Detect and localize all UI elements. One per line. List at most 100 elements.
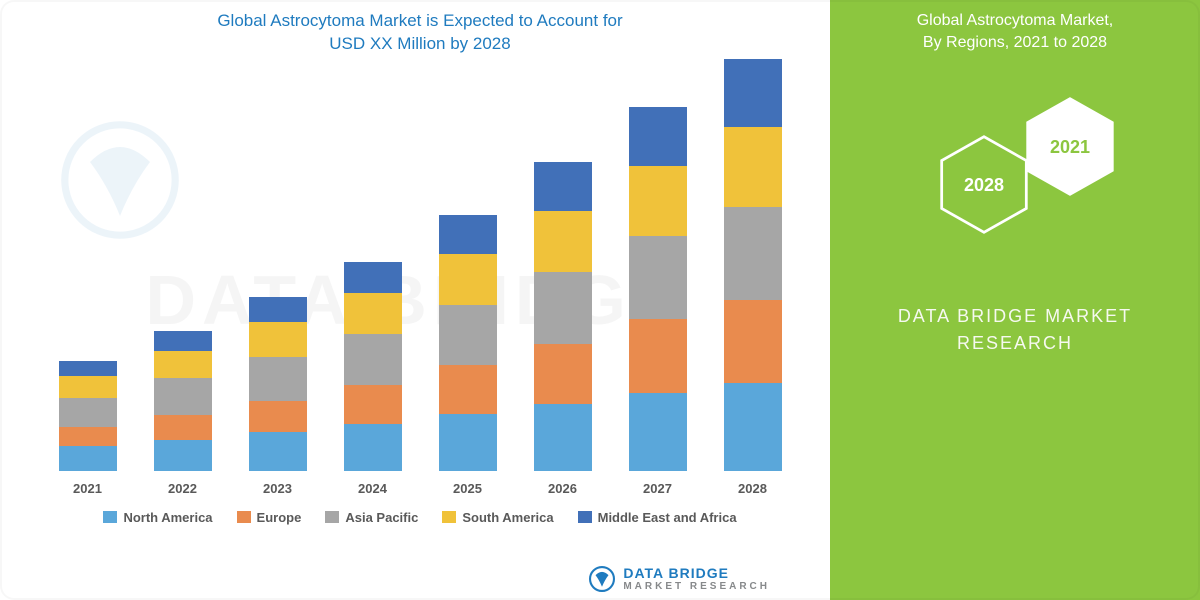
legend-label: South America [462, 510, 553, 525]
side-brand: DATA BRIDGE MARKET RESEARCH [848, 303, 1182, 357]
bar-stack [724, 59, 782, 471]
bar-segment [534, 162, 592, 211]
bar-segment [439, 215, 497, 254]
chart-title-line1: Global Astrocytoma Market is Expected to… [217, 11, 622, 30]
bar-segment [344, 385, 402, 424]
hex-2021: 2021 [1024, 95, 1116, 199]
bar-segment [249, 401, 307, 432]
bar-stack [344, 262, 402, 471]
x-axis-label: 2022 [168, 481, 197, 496]
bar-segment [154, 415, 212, 439]
side-panel: Global Astrocytoma Market, By Regions, 2… [830, 0, 1200, 600]
bar-segment [534, 211, 592, 272]
bar-column: 2024 [337, 262, 409, 496]
legend-swatch [325, 511, 339, 523]
bar-segment [344, 262, 402, 293]
legend-label: North America [123, 510, 212, 525]
bar-column: 2026 [527, 162, 599, 496]
legend-swatch [578, 511, 592, 523]
legend-item: North America [103, 510, 212, 525]
bars-container: 2021 2022 2023 2024 2025 2026 2027 2028 [30, 66, 810, 496]
brand-text-wrap: DATA BRIDGE MARKET RESEARCH [623, 565, 770, 592]
bar-segment [629, 166, 687, 236]
x-axis-label: 2023 [263, 481, 292, 496]
bar-segment [59, 398, 117, 427]
side-brand-line1: DATA BRIDGE MARKET [898, 306, 1132, 326]
bar-column: 2021 [52, 361, 124, 495]
bar-segment [724, 383, 782, 471]
hex-2028-label: 2028 [964, 175, 1004, 196]
legend-label: Middle East and Africa [598, 510, 737, 525]
bar-column: 2022 [147, 331, 219, 496]
bar-segment [724, 127, 782, 207]
x-axis-label: 2027 [643, 481, 672, 496]
legend-item: Europe [237, 510, 302, 525]
bar-segment [344, 293, 402, 334]
bar-column: 2025 [432, 215, 504, 496]
bar-segment [534, 404, 592, 470]
legend-label: Europe [257, 510, 302, 525]
legend-label: Asia Pacific [345, 510, 418, 525]
side-title-text: Global Astrocytoma Market, By Regions, 2… [917, 12, 1114, 51]
bar-stack [629, 107, 687, 471]
bar-segment [59, 446, 117, 470]
bar-stack [439, 215, 497, 471]
legend-swatch [103, 511, 117, 523]
bar-segment [724, 59, 782, 127]
hex-2028: 2028 [938, 133, 1030, 237]
brand-mark-icon [589, 566, 615, 592]
bar-segment [154, 378, 212, 415]
bar-segment [534, 344, 592, 405]
chart-title: Global Astrocytoma Market is Expected to… [30, 10, 810, 56]
bar-stack [154, 331, 212, 471]
bar-segment [249, 432, 307, 471]
side-title: Global Astrocytoma Market, By Regions, 2… [848, 10, 1182, 53]
bar-segment [344, 424, 402, 471]
bottom-brand-logo: DATA BRIDGE MARKET RESEARCH [589, 565, 770, 592]
bar-segment [439, 254, 497, 305]
bar-segment [59, 361, 117, 376]
bar-segment [534, 272, 592, 344]
chart-area: Global Astrocytoma Market is Expected to… [0, 0, 830, 600]
bar-column: 2028 [717, 59, 789, 496]
x-axis-label: 2025 [453, 481, 482, 496]
bar-segment [629, 107, 687, 166]
bar-segment [629, 393, 687, 471]
bar-stack [59, 361, 117, 470]
legend-item: Asia Pacific [325, 510, 418, 525]
legend-swatch [237, 511, 251, 523]
legend-swatch [442, 511, 456, 523]
bar-stack [534, 162, 592, 471]
hex-2021-label: 2021 [1050, 137, 1090, 158]
bar-segment [154, 440, 212, 471]
x-axis-label: 2026 [548, 481, 577, 496]
bar-stack [249, 297, 307, 471]
bar-segment [629, 319, 687, 392]
x-axis-label: 2024 [358, 481, 387, 496]
legend: North America Europe Asia Pacific South Ame… [30, 510, 810, 525]
bar-segment [249, 357, 307, 401]
x-axis-label: 2028 [738, 481, 767, 496]
bar-segment [249, 322, 307, 356]
bar-segment [439, 305, 497, 366]
chart-title-line2: USD XX Million by 2028 [329, 34, 510, 53]
x-axis-label: 2021 [73, 481, 102, 496]
bar-segment [154, 351, 212, 378]
legend-item: Middle East and Africa [578, 510, 737, 525]
bar-column: 2027 [622, 107, 694, 496]
legend-item: South America [442, 510, 553, 525]
main-container: Global Astrocytoma Market is Expected to… [0, 0, 1200, 600]
bar-segment [59, 376, 117, 398]
bar-column: 2023 [242, 297, 314, 496]
bar-segment [344, 334, 402, 385]
brand-sub: MARKET RESEARCH [623, 581, 770, 592]
bar-segment [724, 207, 782, 300]
bar-segment [154, 331, 212, 351]
bar-segment [249, 297, 307, 322]
bar-segment [59, 427, 117, 447]
bar-segment [439, 414, 497, 471]
bar-segment [439, 365, 497, 414]
brand-main: DATA BRIDGE [623, 565, 729, 581]
bar-segment [629, 236, 687, 319]
side-brand-line2: RESEARCH [957, 333, 1073, 353]
